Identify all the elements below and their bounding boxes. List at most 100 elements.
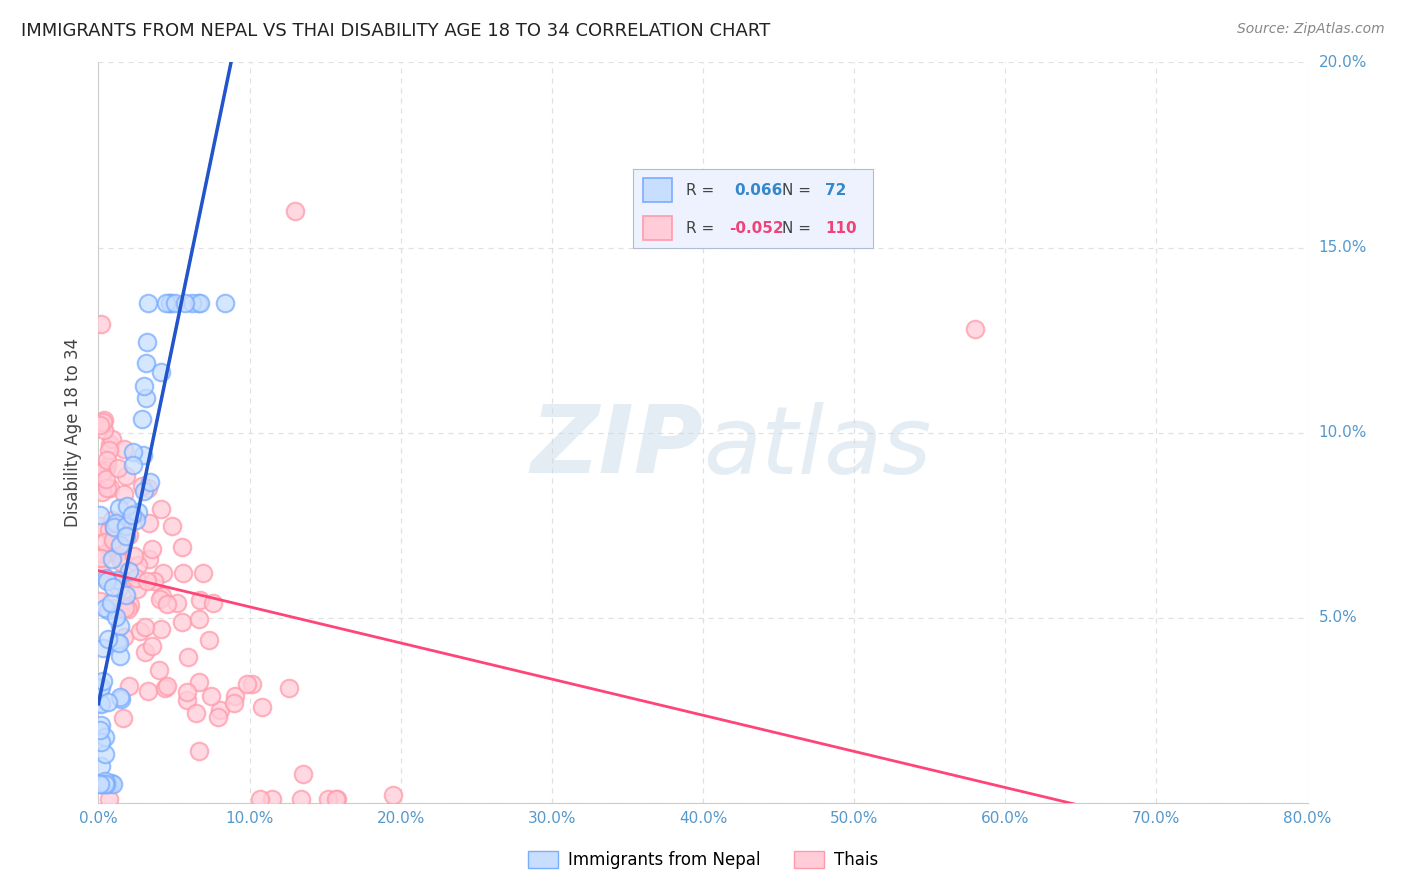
Point	[159, 296, 181, 310]
Point	[91, 547, 114, 561]
Point	[152, 566, 174, 581]
Point	[166, 596, 188, 610]
Point	[93, 423, 115, 437]
Point	[89, 508, 111, 522]
Point	[278, 681, 301, 695]
Point	[135, 391, 157, 405]
Point	[159, 296, 181, 310]
Point	[96, 571, 118, 585]
Point	[101, 537, 124, 551]
Point	[110, 555, 132, 569]
Point	[121, 508, 143, 523]
Point	[187, 744, 209, 758]
Point	[104, 609, 127, 624]
Point	[96, 458, 118, 473]
Point	[90, 718, 112, 732]
Point	[94, 777, 117, 791]
Point	[101, 433, 124, 447]
Point	[101, 552, 124, 566]
Point	[118, 679, 141, 693]
Point	[91, 777, 114, 791]
Point	[97, 777, 120, 791]
Text: 15.0%: 15.0%	[1319, 240, 1367, 255]
Point	[136, 296, 159, 310]
Point	[134, 645, 156, 659]
Text: 0.066: 0.066	[734, 184, 783, 199]
Point	[107, 581, 129, 595]
Point	[115, 588, 138, 602]
Point	[290, 792, 312, 806]
Point	[93, 773, 115, 788]
Point	[90, 697, 112, 711]
Point	[136, 684, 159, 698]
Point	[93, 777, 115, 791]
Point	[187, 612, 209, 626]
Point	[202, 596, 225, 610]
Point	[110, 618, 132, 632]
Point	[98, 481, 121, 495]
Point	[240, 677, 263, 691]
Point	[316, 792, 339, 806]
Point	[325, 792, 347, 806]
Point	[163, 296, 186, 310]
Point	[96, 452, 118, 467]
Point	[134, 620, 156, 634]
Point	[197, 633, 219, 648]
Point	[100, 776, 122, 790]
Point	[176, 692, 198, 706]
Point	[125, 571, 148, 585]
Text: N =: N =	[782, 220, 811, 235]
Point	[191, 566, 214, 580]
Point	[89, 777, 111, 791]
Point	[125, 513, 148, 527]
Point	[90, 759, 112, 773]
Point	[117, 602, 139, 616]
Point	[131, 479, 153, 493]
Point	[115, 519, 138, 533]
Point	[118, 564, 141, 578]
Point	[250, 699, 273, 714]
Point	[236, 677, 259, 691]
Point	[141, 639, 163, 653]
Point	[101, 512, 124, 526]
Point	[325, 792, 347, 806]
Point	[224, 689, 246, 703]
Point	[114, 601, 136, 615]
Text: R =: R =	[686, 184, 714, 199]
Point	[115, 499, 138, 513]
Point	[93, 462, 115, 476]
Point	[184, 706, 207, 720]
Point	[93, 413, 115, 427]
Point	[136, 334, 159, 349]
Point	[89, 519, 111, 533]
Point	[103, 600, 125, 615]
Point	[128, 624, 150, 638]
Point	[105, 635, 128, 649]
Point	[138, 516, 160, 530]
Point	[134, 379, 156, 393]
Point	[103, 521, 125, 535]
Legend: Immigrants from Nepal, Thais: Immigrants from Nepal, Thais	[522, 845, 884, 876]
Point	[100, 544, 122, 558]
Point	[149, 502, 172, 516]
Point	[94, 747, 117, 761]
Point	[172, 615, 194, 630]
Point	[127, 505, 149, 519]
Text: N =: N =	[782, 184, 811, 199]
Point	[139, 475, 162, 489]
Point	[112, 630, 135, 644]
Text: 20.0%: 20.0%	[1319, 55, 1367, 70]
Point	[138, 481, 160, 495]
Point	[121, 507, 143, 521]
Point	[98, 792, 121, 806]
Point	[107, 500, 129, 515]
Point	[292, 766, 315, 780]
Point	[141, 542, 163, 557]
Point	[90, 317, 112, 331]
Point	[187, 296, 209, 310]
Point	[207, 709, 229, 723]
Point	[181, 296, 204, 310]
Point	[260, 791, 283, 805]
Point	[93, 641, 115, 656]
Point	[100, 596, 122, 610]
